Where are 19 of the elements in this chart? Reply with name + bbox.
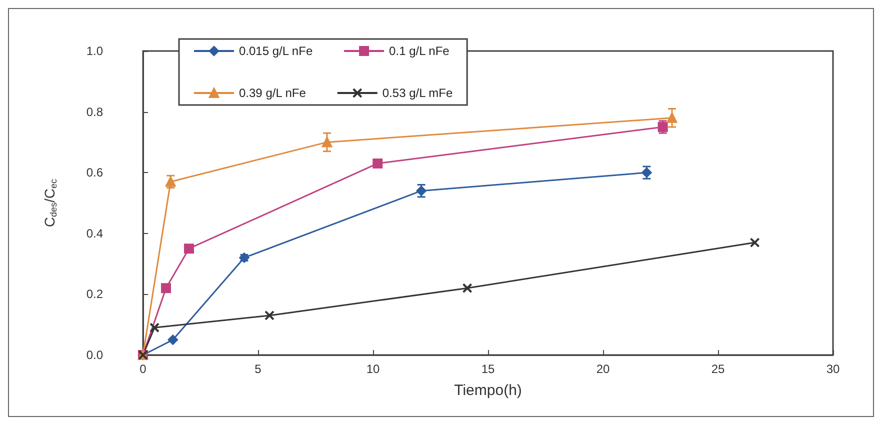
y-tick-label: 1.0 <box>86 44 104 58</box>
x-tick-label: 5 <box>254 362 262 376</box>
legend-label: 0.53 g/L mFe <box>382 86 453 100</box>
x-tick-label: 20 <box>596 362 610 376</box>
x-tick-label: 0 <box>140 362 147 376</box>
y-axis-title: Cdes/Cec <box>42 178 58 228</box>
y-tick-label: 0.4 <box>86 226 104 240</box>
legend-label: 0.015 g/L nFe <box>239 44 313 58</box>
x-tick-label: 30 <box>826 362 840 376</box>
y-tick-label: 0.8 <box>86 104 104 119</box>
legend-label: 0.39 g/L nFe <box>239 86 306 100</box>
x-tick-label: 25 <box>711 362 725 376</box>
y-tick-label: 0.0 <box>86 348 104 362</box>
legend-label: 0.1 g/L nFe <box>389 44 450 58</box>
y-tick-label: 0.2 <box>86 287 104 302</box>
x-tick-label: 10 <box>366 362 380 376</box>
x-axis-title: Tiempo(h) <box>454 382 522 399</box>
y-tick-label: 0.6 <box>86 166 104 180</box>
x-tick-label: 15 <box>481 362 495 376</box>
